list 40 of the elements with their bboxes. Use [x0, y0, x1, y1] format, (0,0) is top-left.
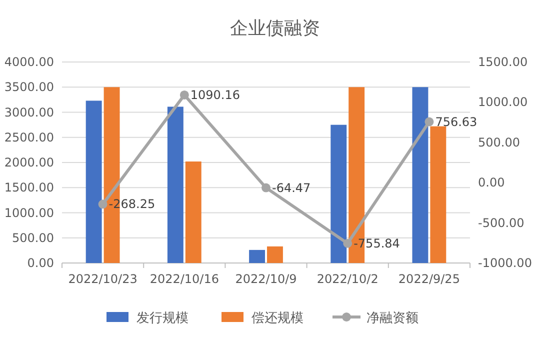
point — [424, 117, 434, 126]
y-tick-label: 3500.00 — [4, 80, 54, 94]
y2-tick-label: 0.00 — [478, 176, 505, 190]
y-tick-label: 3000.00 — [4, 105, 54, 120]
x-tick-label: 2022/10/9 — [235, 272, 297, 286]
data-label: -64.47 — [272, 180, 311, 195]
point — [262, 183, 270, 192]
data-label: 1090.16 — [190, 88, 240, 102]
bar — [430, 126, 446, 263]
y-tick-label: 1000.00 — [4, 206, 54, 220]
point — [343, 238, 352, 248]
bar — [185, 161, 202, 263]
point — [180, 90, 189, 100]
bar — [86, 100, 102, 263]
y2-tick-label: -1000.00 — [478, 256, 532, 270]
legend-label: 净融资额 — [366, 311, 418, 326]
legend-label: 发行规模 — [136, 311, 188, 326]
y-tick-label: 0.00 — [27, 256, 54, 270]
x-tick-label: 2022/9/25 — [398, 272, 460, 286]
chart-title: 企业债融资 — [230, 18, 320, 39]
y2-tick-label: 500.00 — [478, 135, 520, 150]
x-tick-label: 2022/10/23 — [68, 272, 138, 286]
y-tick-label: 2000.00 — [4, 156, 54, 170]
bar — [330, 124, 347, 263]
y2-tick-label: 1500.00 — [478, 55, 528, 69]
point — [98, 200, 108, 209]
y-tick-label: 1500.00 — [4, 180, 54, 195]
bar — [249, 250, 265, 263]
bar — [167, 106, 184, 263]
bar — [267, 246, 283, 263]
y-tick-label: 2500.00 — [4, 130, 54, 144]
legend-label: 偿还规模 — [252, 311, 304, 326]
bar — [412, 87, 428, 263]
x-tick-label: 2022/10/2 — [316, 272, 378, 286]
x-tick-label: 2022/10/16 — [150, 272, 219, 286]
y2-tick-label: 1000.00 — [478, 95, 528, 110]
data-label: 756.63 — [435, 114, 478, 129]
y-tick-label: 4000.00 — [4, 55, 54, 69]
y-tick-label: 500.00 — [12, 230, 54, 245]
y2-tick-label: -500.00 — [478, 216, 524, 230]
